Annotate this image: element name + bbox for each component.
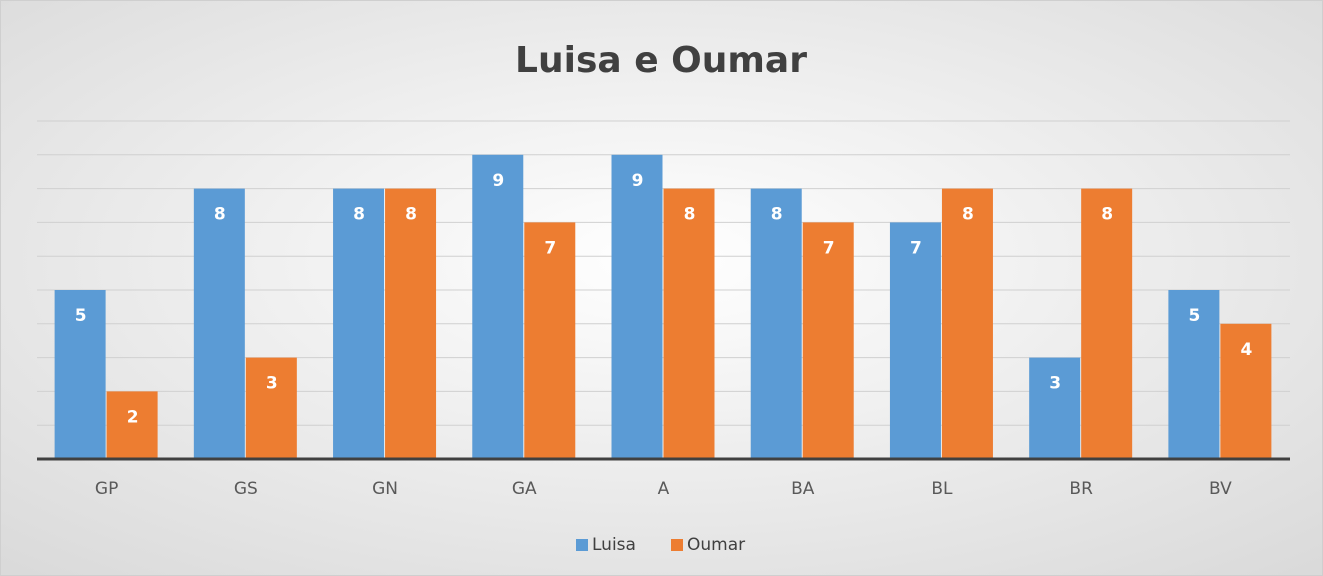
bar (245, 357, 297, 459)
data-label: 9 (632, 171, 644, 191)
data-label: 4 (1240, 340, 1252, 360)
x-tick-label: GN (372, 479, 398, 499)
bar (1168, 290, 1220, 459)
x-tick-label: GS (234, 479, 258, 499)
bar (802, 222, 854, 459)
x-tick-label: GP (95, 479, 118, 499)
bar (941, 188, 993, 459)
x-tick-label: GA (512, 479, 537, 499)
data-label: 8 (962, 205, 974, 225)
x-tick-label: BV (1209, 479, 1232, 499)
bar (611, 154, 663, 460)
legend-label: Oumar (687, 535, 745, 555)
bar (1029, 357, 1081, 459)
data-label: 5 (1188, 306, 1200, 326)
x-tick-label: BR (1069, 479, 1093, 499)
data-label: 5 (75, 306, 87, 326)
data-label: 2 (127, 407, 139, 427)
bar (333, 188, 385, 459)
bar (385, 188, 437, 459)
data-label: 8 (771, 205, 783, 225)
x-tick-label: BA (791, 479, 815, 499)
bar (750, 188, 802, 459)
bar (663, 188, 715, 459)
data-label: 3 (1049, 374, 1061, 394)
data-label: 8 (353, 205, 365, 225)
data-label: 7 (823, 238, 835, 258)
data-label: 7 (544, 238, 556, 258)
data-label: 9 (492, 171, 504, 191)
chart-title: Luisa e Oumar (515, 40, 807, 81)
bar (193, 188, 245, 459)
bar (54, 290, 106, 459)
legend-swatch (576, 539, 588, 551)
x-tick-label: BL (931, 479, 953, 499)
bar (889, 222, 941, 459)
bar (106, 391, 158, 459)
data-label: 8 (684, 205, 696, 225)
data-label: 8 (405, 205, 417, 225)
legend-label: Luisa (592, 535, 636, 555)
data-label: 8 (1101, 205, 1113, 225)
bar (1081, 188, 1133, 459)
data-label: 8 (214, 205, 226, 225)
bar (1220, 323, 1272, 459)
x-tick-label: A (658, 479, 670, 499)
bar (524, 222, 576, 459)
bar (472, 154, 524, 460)
data-label: 3 (266, 374, 278, 394)
legend-swatch (671, 539, 683, 551)
data-label: 7 (910, 238, 922, 258)
